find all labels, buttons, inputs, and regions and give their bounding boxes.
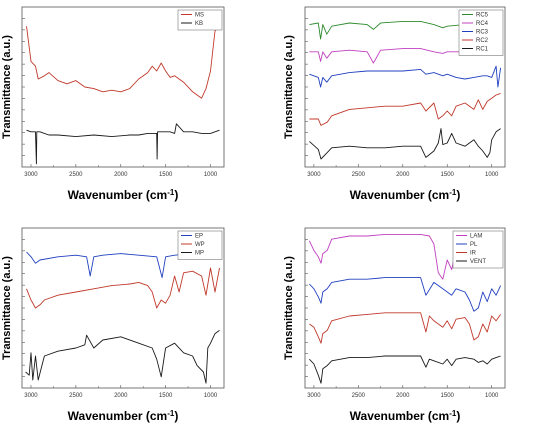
x-tick-label: 3000 [24, 172, 38, 178]
chart-panel-1: 3000 2500 2000 1500 1000 MS KB Transmittance (a… [1, 6, 225, 202]
x-tick-label: 2000 [114, 172, 128, 178]
legend-label-ms: MS [195, 13, 204, 19]
plot-frame [21, 6, 225, 168]
legend-label-mp: MP [195, 251, 204, 257]
x-axis-title: Wavenumber (cm-1) [350, 409, 461, 423]
x-tick-label: 3000 [24, 393, 38, 399]
series-line-mp [25, 330, 220, 384]
legend-label-rc5: RC5 [476, 13, 489, 19]
x-tick-label: 2000 [396, 393, 410, 399]
y-axis-title: Transmittance (a.u.) [1, 256, 13, 360]
legend-label-vent: VENT [470, 259, 486, 265]
legend-box [452, 230, 504, 269]
chart-panel-3: 3000 2500 2000 1500 1000 EP WP MP Transmittance … [1, 227, 225, 423]
legend: RC5 RC4 RC3 RC2 RC1 [458, 9, 504, 56]
legend: MS KB [177, 9, 223, 31]
x-tick-label: 3000 [307, 393, 321, 399]
series-line-kb [26, 123, 220, 165]
series-line-rc2 [309, 92, 501, 126]
x-tick-label: 1500 [441, 172, 455, 178]
legend-label-lam: LAM [470, 234, 482, 240]
series-line-vent [309, 355, 501, 384]
x-tick-label: 1500 [159, 172, 173, 178]
legend-label-rc1: RC1 [476, 47, 489, 53]
x-tick-label: 2500 [69, 172, 83, 178]
series-line-rc1 [309, 128, 501, 160]
series-line-pl [309, 277, 502, 312]
series-line-wp [26, 267, 220, 309]
legend-label-pl: PL [470, 242, 478, 248]
x-tick-label: 1500 [441, 393, 455, 399]
series-line-ms [26, 25, 220, 99]
legend: EP WP MP [177, 230, 223, 260]
legend: LAM PL IR VENT [452, 230, 504, 269]
x-tick-label: 3000 [307, 172, 321, 178]
x-tick-label: 2000 [396, 172, 410, 178]
x-tick-label: 1000 [485, 172, 499, 178]
legend-label-rc2: RC2 [476, 38, 489, 44]
legend-label-ir: IR [470, 251, 477, 257]
legend-box [458, 9, 504, 56]
x-tick-label: 1000 [204, 393, 218, 399]
y-axis-title: Transmittance (a.u.) [1, 35, 13, 139]
legend-label-wp: WP [195, 242, 205, 248]
series-line-rc3 [309, 65, 502, 88]
legend-label-kb: KB [195, 21, 203, 27]
x-tick-label: 2500 [352, 393, 366, 399]
x-tick-label: 1000 [485, 393, 499, 399]
legend-label-ep: EP [195, 234, 203, 240]
x-axis-title: Wavenumber (cm-1) [350, 188, 461, 202]
chart-panel-2: 3000 2500 2000 1500 1000 RC5 RC4 RC3 RC2 RC1 Trans… [283, 6, 506, 202]
y-axis-title: Transmittance (a.u.) [283, 35, 295, 139]
legend-label-rc3: RC3 [476, 30, 489, 36]
x-tick-label: 1500 [159, 393, 173, 399]
x-axis-title: Wavenumber (cm-1) [68, 409, 179, 423]
x-tick-label: 2500 [352, 172, 366, 178]
series-line-ir [309, 312, 501, 344]
legend-label-rc4: RC4 [476, 21, 489, 27]
x-tick-label: 2000 [114, 393, 128, 399]
y-axis-title: Transmittance (a.u.) [283, 256, 295, 360]
chart-panel-4: 3000 2500 2000 1500 1000 LAM PL IR VENT Transmitt… [283, 227, 506, 423]
x-axis-title: Wavenumber (cm-1) [68, 188, 179, 202]
x-tick-label: 1000 [204, 172, 218, 178]
x-tick-label: 2500 [69, 393, 83, 399]
